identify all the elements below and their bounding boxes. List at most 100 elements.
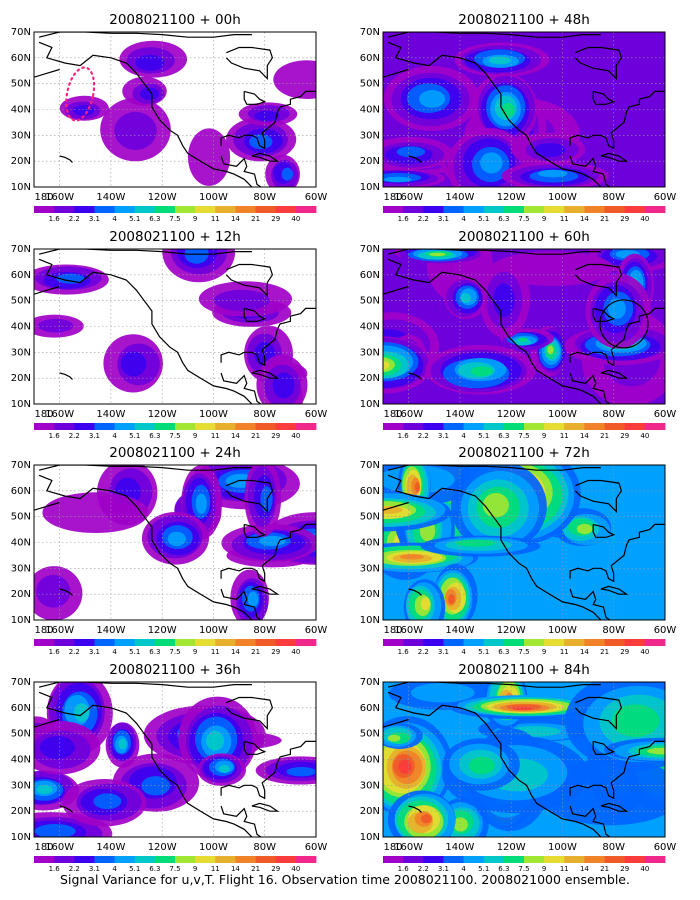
panel-title: 2008021100 + 24h [109, 445, 241, 461]
colorbar: 1.6 2.2 3.1 4 5.1 6.3 7.5 9 11 14 21 29 40 [34, 856, 317, 873]
colorbar-label: 6.3 [149, 215, 160, 223]
colorbar-label: 6.3 [149, 432, 160, 440]
colorbar-swatch [564, 423, 585, 430]
lon-tick-label: 60W [305, 625, 328, 636]
lon-tick-label: 180 [34, 409, 53, 420]
colorbar-label: 29 [271, 215, 280, 223]
lon-tick-label: 120W [497, 842, 526, 853]
colorbar-swatch [295, 639, 317, 646]
colorbar-swatch [483, 639, 505, 646]
lat-lon-grid [34, 249, 316, 404]
lat-tick-label: 60N [11, 703, 31, 714]
colorbar-label: 6.3 [498, 648, 509, 656]
lat-tick-label: 70N [360, 244, 380, 255]
panel-title: 2008021100 + 84h [458, 662, 590, 678]
colorbar-swatch [423, 639, 444, 646]
lat-tick-label: 60N [360, 53, 380, 64]
colorbar-swatch [524, 856, 545, 863]
lat-tick-label: 50N [360, 512, 380, 523]
colorbar-swatch [255, 856, 277, 863]
lon-tick-label: 140W [96, 625, 125, 636]
colorbar-label: 6.3 [149, 865, 160, 873]
colorbar-swatch [175, 206, 196, 213]
colorbar-label: 40 [291, 215, 300, 223]
lon-tick-label: 80W [602, 625, 625, 636]
colorbar-label: 1.6 [398, 432, 410, 440]
colorbar-swatch [463, 856, 485, 863]
lon-tick-label: 60W [654, 409, 677, 420]
colorbar-label: 21 [251, 865, 260, 873]
colorbar-swatch [443, 423, 464, 430]
panel-title: 2008021100 + 48h [458, 12, 590, 28]
map-frame [33, 248, 317, 405]
colorbar-swatch [604, 423, 626, 430]
colorbar: 1.6 2.2 3.1 4 5.1 6.3 7.5 9 11 14 21 29 40 [34, 639, 317, 656]
lon-tick-label: 100W [548, 625, 577, 636]
variance-field [383, 465, 665, 620]
lat-tick-label: 20N [360, 589, 380, 600]
colorbar-label: 3.1 [89, 648, 100, 656]
colorbar-label: 40 [640, 432, 649, 440]
colorbar-swatch [483, 856, 505, 863]
coastlines [34, 32, 316, 187]
colorbar-label: 5.1 [478, 432, 489, 440]
colorbar-swatch [134, 423, 156, 430]
colorbar-label: 4 [461, 648, 466, 656]
colorbar-swatch [195, 206, 216, 213]
panel-title: 2008021100 + 60h [458, 229, 590, 245]
lat-tick-label: 50N [360, 79, 380, 90]
colorbar-swatch [114, 423, 136, 430]
colorbar-swatch [295, 423, 317, 430]
lon-tick-label: 60W [654, 192, 677, 203]
colorbar-swatch [74, 423, 95, 430]
colorbar-swatch [503, 423, 525, 430]
coastlines [34, 682, 316, 837]
lon-tick-label: 180 [383, 409, 402, 420]
colorbar-swatch [215, 206, 236, 213]
lat-lon-grid [34, 32, 316, 187]
lon-tick-label: 140W [96, 409, 125, 420]
colorbar-swatch [604, 856, 626, 863]
lat-tick-label: 40N [360, 538, 380, 549]
colorbar-swatch [423, 423, 444, 430]
colorbar-label: 6.3 [149, 648, 160, 656]
lat-tick-label: 40N [11, 322, 31, 333]
colorbar-swatch [463, 639, 485, 646]
colorbar-label: 14 [580, 648, 589, 656]
colorbar-swatch [154, 206, 176, 213]
colorbar-swatch [584, 639, 605, 646]
lon-tick-label: 140W [445, 842, 474, 853]
colorbar-label: 21 [251, 215, 260, 223]
lon-tick-label: 100W [548, 409, 577, 420]
lon-tick-label: 140W [445, 192, 474, 203]
map-panel-p00: 2008021100 + 00h 10N 20N 30N 40N 50N 60N 70N 180… [11, 12, 328, 223]
lon-tick-label: 180 [383, 192, 402, 203]
colorbar-label: 2.2 [418, 865, 429, 873]
lon-tick-label: 160W [394, 192, 423, 203]
colorbar-swatch [604, 639, 626, 646]
colorbar-label: 3.1 [89, 865, 100, 873]
colorbar-label: 1.6 [49, 432, 61, 440]
colorbar-swatch [524, 206, 545, 213]
colorbar-label: 4 [112, 865, 117, 873]
colorbar-swatch [624, 856, 646, 863]
colorbar-label: 29 [271, 648, 280, 656]
colorbar-swatch [275, 423, 297, 430]
colorbar-label: 21 [600, 648, 609, 656]
lat-tick-label: 10N [11, 832, 31, 843]
colorbar-swatch [383, 639, 404, 646]
colorbar-label: 7.5 [518, 648, 529, 656]
lat-tick-label: 50N [11, 729, 31, 740]
colorbar-swatch [235, 423, 256, 430]
colorbar-label: 3.1 [438, 865, 449, 873]
colorbar-label: 21 [600, 215, 609, 223]
colorbar-swatch [235, 639, 256, 646]
lat-tick-label: 70N [360, 677, 380, 688]
colorbar-label: 4 [112, 432, 117, 440]
colorbar-label: 11 [211, 432, 220, 440]
colorbar-swatch [403, 856, 424, 863]
lat-tick-label: 50N [11, 512, 31, 523]
colorbar-label: 29 [620, 432, 629, 440]
colorbar-label: 40 [291, 865, 300, 873]
lat-tick-label: 20N [360, 156, 380, 167]
